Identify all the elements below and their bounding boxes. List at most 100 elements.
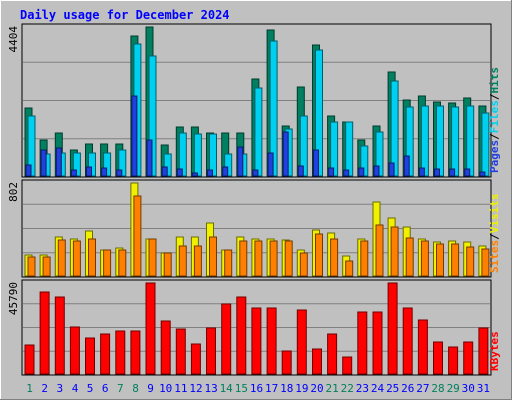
bar-kbytes-kbytes-17	[266, 307, 277, 375]
x-tick-label-8: 8	[132, 382, 139, 395]
bar-visits-sites-29	[451, 243, 460, 277]
bar-hits-pages-18	[282, 131, 289, 177]
bar-visits-sites-30	[466, 246, 475, 277]
bar-hits-pages-15	[237, 146, 244, 177]
x-tick-label-6: 6	[102, 382, 109, 395]
bar-hits-pages-29	[449, 168, 456, 177]
bar-hits-pages-23	[358, 167, 365, 177]
bar-kbytes-kbytes-18	[281, 350, 292, 375]
x-tick-label-27: 27	[416, 382, 429, 395]
bar-hits-files-28	[436, 105, 444, 177]
panel-visits: 802 Sites/Visits	[7, 179, 501, 278]
x-tick-label-31: 31	[477, 382, 490, 395]
bar-hits-pages-16	[252, 169, 259, 177]
y-max-label-kbytes: 45790	[7, 282, 20, 315]
series-kbytes	[24, 282, 489, 375]
bar-kbytes-kbytes-9	[145, 282, 156, 375]
bar-visits-sites-16	[254, 240, 263, 277]
bar-kbytes-kbytes-21	[327, 333, 338, 375]
x-tick-label-13: 13	[204, 382, 217, 395]
chart-title: Daily usage for December 2024	[20, 8, 230, 22]
legend-hits: Hits	[488, 67, 501, 94]
x-tick-label-24: 24	[371, 382, 385, 395]
x-tick-label-10: 10	[159, 382, 172, 395]
bar-visits-sites-26	[405, 237, 414, 277]
bar-kbytes-kbytes-23	[357, 311, 368, 375]
legend-pages: Pages	[488, 140, 501, 173]
y-max-label-visits: 802	[7, 182, 20, 202]
bar-hits-files-25	[390, 80, 399, 177]
legend-sites: Sites	[488, 240, 501, 273]
bar-visits-sites-6	[103, 249, 112, 277]
side-legend-visits: Sites/Visits	[488, 194, 501, 274]
panel-kbytes: 45790 KBytes	[7, 279, 501, 376]
bar-hits-pages-7	[116, 169, 123, 177]
x-tick-label-14: 14	[220, 382, 234, 395]
bar-hits-pages-26	[403, 155, 410, 177]
bar-kbytes-kbytes-8	[130, 330, 141, 375]
bar-hits-pages-31	[479, 171, 486, 177]
bar-hits-pages-10	[161, 166, 168, 177]
bar-visits-sites-15	[239, 240, 248, 277]
bar-kbytes-kbytes-19	[296, 309, 307, 375]
bar-visits-sites-7	[118, 249, 127, 277]
bar-kbytes-kbytes-25	[387, 282, 398, 375]
bar-visits-sites-12	[193, 245, 202, 277]
bar-hits-pages-2	[40, 149, 47, 177]
bar-visits-sites-14	[224, 249, 233, 277]
bar-kbytes-kbytes-7	[115, 330, 126, 375]
bar-hits-pages-19	[297, 165, 304, 177]
x-tick-label-19: 19	[295, 382, 308, 395]
bar-kbytes-kbytes-14	[221, 303, 232, 375]
bar-kbytes-kbytes-20	[312, 348, 322, 375]
bar-hits-pages-6	[101, 167, 108, 177]
bar-kbytes-kbytes-27	[417, 319, 428, 375]
bar-visits-sites-20	[315, 233, 323, 277]
bar-visits-sites-9	[148, 238, 157, 277]
bar-hits-files-12	[193, 133, 202, 177]
x-tick-label-17: 17	[265, 382, 278, 395]
x-tick-label-11: 11	[174, 382, 187, 395]
bar-kbytes-kbytes-10	[160, 320, 171, 375]
bar-visits-sites-24	[375, 224, 384, 277]
bar-kbytes-kbytes-22	[342, 356, 353, 375]
bar-visits-sites-13	[209, 236, 217, 277]
bar-visits-sites-22	[345, 260, 354, 277]
bar-visits-sites-3	[57, 239, 66, 277]
x-tick-label-16: 16	[250, 382, 263, 395]
side-legend-kbytes: KBytes	[488, 331, 501, 371]
bar-hits-pages-17	[267, 152, 274, 177]
bar-visits-sites-1	[27, 256, 36, 277]
legend-separator: /	[488, 133, 501, 140]
bar-hits-pages-14	[222, 166, 229, 177]
bar-visits-sites-23	[360, 240, 369, 277]
bar-hits-pages-1	[25, 164, 32, 177]
bar-visits-sites-17	[269, 240, 278, 277]
x-axis-labels: 1 2 3 4 5 6 7 8 9 10 11 12 13 14 15 16 17 18 19 20 21 22 23 24 2…	[26, 382, 490, 395]
bar-kbytes-kbytes-31	[478, 327, 489, 375]
bar-hits-files-16	[254, 87, 263, 177]
bar-kbytes-kbytes-29	[448, 346, 459, 375]
bar-hits-pages-20	[313, 149, 319, 177]
x-tick-label-21: 21	[325, 382, 338, 395]
legend-files: Files	[488, 100, 501, 133]
x-tick-label-12: 12	[189, 382, 202, 395]
bar-visits-sites-10	[163, 252, 172, 277]
bar-visits-sites-5	[88, 238, 96, 277]
bar-kbytes-kbytes-1	[24, 344, 35, 375]
bar-hits-pages-3	[55, 147, 62, 177]
bar-hits-pages-12	[191, 172, 198, 177]
bar-kbytes-kbytes-26	[402, 307, 413, 375]
bar-hits-files-29	[451, 106, 460, 177]
bar-visits-sites-4	[72, 240, 81, 277]
x-tick-label-25: 25	[386, 382, 399, 395]
bar-hits-files-27	[420, 105, 429, 177]
x-tick-label-22: 22	[341, 382, 354, 395]
legend-visits: Visits	[488, 194, 501, 234]
bar-kbytes-kbytes-13	[206, 327, 216, 375]
bar-hits-pages-13	[207, 169, 213, 177]
bar-hits-pages-9	[146, 139, 153, 177]
y-max-label-hits: 4404	[7, 26, 20, 53]
bar-kbytes-kbytes-11	[175, 328, 186, 375]
